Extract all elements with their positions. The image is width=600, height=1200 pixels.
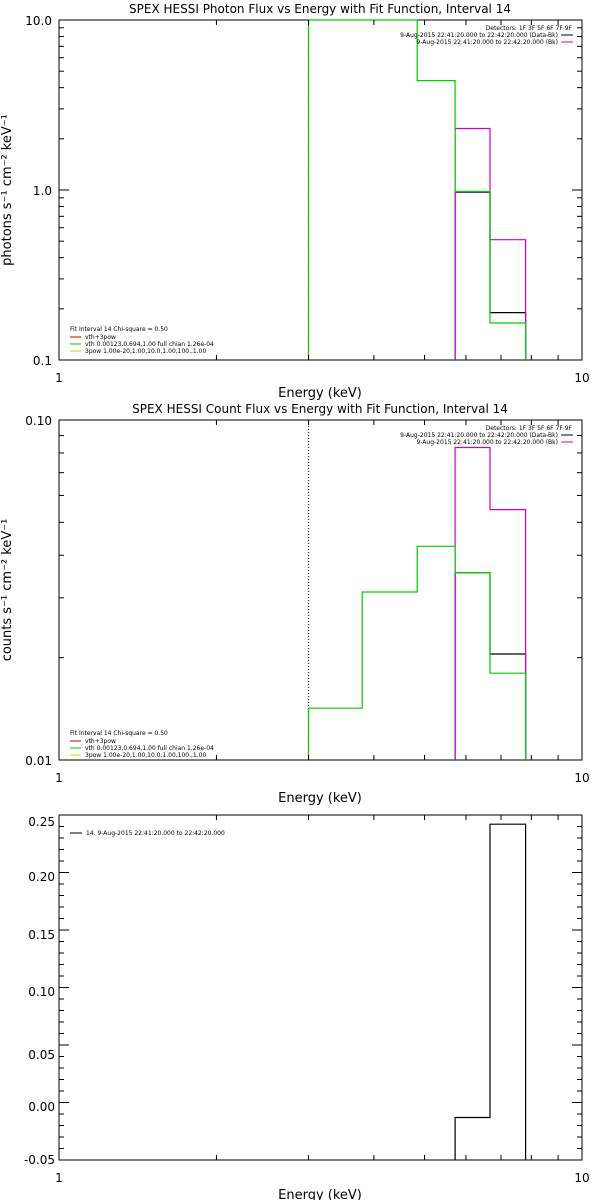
y-tick-label: 0.10 (28, 985, 55, 999)
chart-title: SPEX HESSI Count Flux vs Energy with Fit… (132, 402, 508, 416)
y-tick-label: 10.0 (25, 14, 52, 28)
x-tick-label-10: 10 (574, 771, 589, 785)
panel-photon-flux: SPEX HESSI Photon Flux vs Energy with Fi… (0, 2, 590, 401)
legend-bk: 9-Aug-2015 22:41:20.000 to 22:42:20.000 … (416, 39, 558, 46)
axis-ticks (59, 419, 582, 761)
y-tick-label: 0.01 (25, 754, 52, 768)
y-tick-label: -0.05 (24, 1153, 55, 1167)
fit-legend-vth: vth 0.00123,0.694,1.00 full chian 1.26e-… (85, 341, 214, 348)
legend-detectors: Detectors: 1F 3F 5F 6F 7F 9F (486, 425, 573, 432)
panel-residuals: 1 10 -0.05 0.00 0.05 0.10 0.15 0.20 0.25… (24, 814, 590, 1200)
chart-title: SPEX HESSI Photon Flux vs Energy with Fi… (129, 2, 511, 16)
series-line-0 (454, 823, 527, 1160)
y-tick-label: 0.00 (28, 1100, 55, 1114)
plot-frame (58, 419, 583, 761)
legend-detectors: Detectors: 1F 3F 5F 6F 7F 9F (486, 25, 573, 32)
series-group (454, 823, 527, 1160)
legend-data-bk: 9-Aug-2015 22:41:20.000 to 22:42:20.000 … (400, 432, 558, 439)
y-tick-label: 0.20 (28, 870, 55, 884)
x-tick-label-10: 10 (574, 371, 589, 385)
series-group (307, 19, 527, 360)
series-line-1 (454, 446, 527, 760)
fit-legend-pow: 3pow 1.00e-20,1.00,10.0,1.00,100.,1.00 (85, 348, 206, 355)
y-tick-label: 0.10 (25, 414, 52, 428)
plot-frame (58, 814, 583, 1161)
fit-legend-model: vth+3pow (85, 738, 116, 745)
axis-ticks (59, 814, 582, 1161)
y-tick-label: 0.05 (28, 1048, 55, 1062)
series-group (307, 446, 527, 760)
x-axis-label: Energy (keV) (278, 1188, 362, 1200)
fit-legend-model: vth+3pow (85, 334, 116, 341)
x-tick-label-1: 1 (55, 771, 63, 785)
y-tick-label: 0.15 (28, 928, 55, 942)
x-tick-label-1: 1 (55, 1171, 63, 1185)
panel-count-flux: SPEX HESSI Count Flux vs Energy with Fit… (0, 402, 590, 806)
series-line-2 (307, 19, 527, 360)
fit-legend-header: Fit Interval 14 Chi-square = 0.50 (70, 326, 168, 333)
y-tick-label: 0.25 (28, 815, 55, 829)
x-tick-label-1: 1 (55, 371, 63, 385)
fit-legend-pow: 3pow 1.00e-20,1.00,10.0,1.00,100.,1.00 (85, 752, 206, 759)
x-tick-label-10: 10 (574, 1171, 589, 1185)
legend-interval: 14. 9-Aug-2015 22:41:20.000 to 22:42:20.… (86, 830, 225, 837)
x-axis-label: Energy (keV) (278, 791, 362, 806)
fit-legend-header: Fit Interval 14 Chi-square = 0.50 (70, 730, 168, 737)
y-tick-label: 0.1 (33, 354, 52, 368)
x-axis-label: Energy (keV) (278, 386, 362, 401)
legend-data-bk: 9-Aug-2015 22:41:20.000 to 22:42:20.000 … (400, 32, 558, 39)
fit-legend-vth: vth 0.00123,0.694,1.00 full chian 1.26e-… (85, 745, 214, 752)
y-tick-label: 1.0 (33, 184, 52, 198)
axis-ticks (59, 19, 582, 361)
y-axis-label: counts s⁻¹ cm⁻² keV⁻¹ (0, 519, 15, 662)
plot-frame (58, 19, 583, 361)
y-axis-label: photons s⁻¹ cm⁻² keV⁻¹ (0, 114, 15, 266)
legend-bk: 9-Aug-2015 22:41:20.000 to 22:42:20.000 … (416, 439, 558, 446)
series-line-2 (307, 545, 527, 760)
